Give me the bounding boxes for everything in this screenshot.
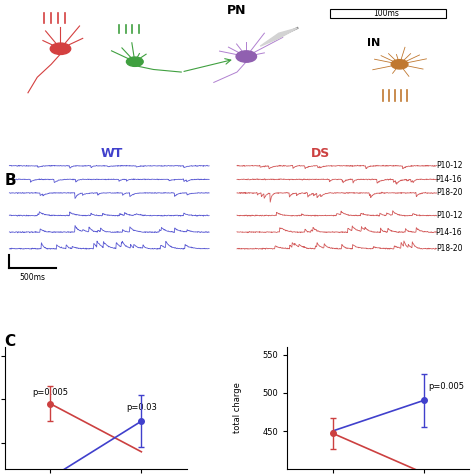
Text: p=0.005: p=0.005	[32, 388, 68, 397]
Text: P10-12: P10-12	[436, 211, 462, 220]
Text: DS: DS	[311, 147, 330, 160]
Text: P18-20: P18-20	[436, 244, 462, 253]
Text: P18-20: P18-20	[436, 189, 462, 198]
Text: p=0.03: p=0.03	[126, 403, 157, 412]
Circle shape	[391, 60, 408, 69]
Text: PN: PN	[227, 4, 247, 17]
Circle shape	[127, 57, 143, 66]
Polygon shape	[260, 28, 297, 46]
Text: 500ms: 500ms	[19, 273, 46, 282]
Circle shape	[236, 51, 256, 62]
Text: C: C	[5, 334, 16, 349]
Text: p=0.005: p=0.005	[428, 382, 464, 391]
Text: 100ms: 100ms	[373, 9, 399, 18]
Text: WT: WT	[100, 147, 123, 160]
Circle shape	[50, 43, 71, 55]
Text: IN: IN	[367, 38, 380, 48]
Y-axis label: total charge: total charge	[233, 383, 242, 434]
Text: P10-12: P10-12	[436, 161, 462, 170]
Text: B: B	[5, 173, 17, 188]
Text: P14-16: P14-16	[436, 175, 462, 184]
Text: P14-16: P14-16	[436, 228, 462, 237]
